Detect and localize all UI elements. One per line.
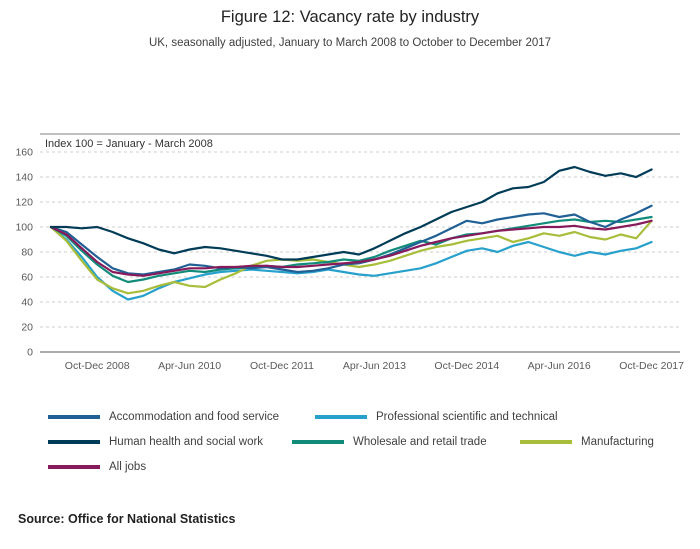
legend-label-professional: Professional scientific and technical xyxy=(376,410,558,423)
svg-text:Apr-Jun 2013: Apr-Jun 2013 xyxy=(343,360,406,372)
chart-title: Figure 12: Vacancy rate by industry xyxy=(220,8,480,26)
svg-text:Oct-Dec 2008: Oct-Dec 2008 xyxy=(65,360,130,372)
svg-text:140: 140 xyxy=(15,172,33,184)
legend-item-wholesale: Wholesale and retail trade xyxy=(292,436,520,448)
axis-note-label: Index 100 = January - March 2008 xyxy=(45,138,213,150)
svg-text:Apr-Jun 2016: Apr-Jun 2016 xyxy=(528,360,591,372)
svg-text:160: 160 xyxy=(15,147,33,159)
legend-label-accommodation: Accommodation and food service xyxy=(109,410,280,423)
svg-text:60: 60 xyxy=(21,272,33,284)
legend-row: All jobs xyxy=(48,458,688,475)
line-chart: Index 100 = January - March 2008 0 20 40 60… xyxy=(15,133,684,372)
legend-item-professional: Professional scientific and technical xyxy=(315,411,558,423)
svg-text:Oct-Dec 2011: Oct-Dec 2011 xyxy=(250,360,314,372)
legend-item-health: Human health and social work xyxy=(48,436,292,448)
legend-swatch-manufacturing xyxy=(520,439,572,444)
legend-swatch-accommodation xyxy=(48,414,100,419)
svg-text:Oct-Dec 2014: Oct-Dec 2014 xyxy=(434,360,499,372)
source-note: Source: Office for National Statistics xyxy=(18,512,236,526)
svg-text:40: 40 xyxy=(21,297,33,309)
legend-row: Accommodation and food service Professio… xyxy=(48,408,688,425)
legend-label-health: Human health and social work xyxy=(109,435,264,448)
legend-swatch-wholesale xyxy=(292,439,344,444)
legend-item-accommodation: Accommodation and food service xyxy=(48,411,315,423)
svg-text:Oct-Dec 2017: Oct-Dec 2017 xyxy=(619,360,684,372)
chart-subtitle: UK, seasonally adjusted, January to Marc… xyxy=(148,37,552,49)
legend-label-alljobs: All jobs xyxy=(109,460,147,473)
legend-swatch-health xyxy=(48,439,100,444)
legend-label-wholesale: Wholesale and retail trade xyxy=(353,435,487,448)
legend-swatch-alljobs xyxy=(48,464,100,469)
chart-legend: Accommodation and food service Professio… xyxy=(48,408,688,483)
svg-text:80: 80 xyxy=(21,247,33,259)
legend-item-manufacturing: Manufacturing xyxy=(520,436,654,448)
svg-text:Apr-Jun 2010: Apr-Jun 2010 xyxy=(158,360,221,372)
legend-item-alljobs: All jobs xyxy=(48,461,146,473)
svg-text:0: 0 xyxy=(27,347,33,359)
legend-swatch-professional xyxy=(315,414,367,419)
svg-text:100: 100 xyxy=(15,222,33,234)
svg-text:20: 20 xyxy=(21,322,33,334)
legend-label-manufacturing: Manufacturing xyxy=(581,435,654,448)
svg-text:120: 120 xyxy=(15,197,33,209)
legend-row: Human health and social work Wholesale a… xyxy=(48,433,688,450)
